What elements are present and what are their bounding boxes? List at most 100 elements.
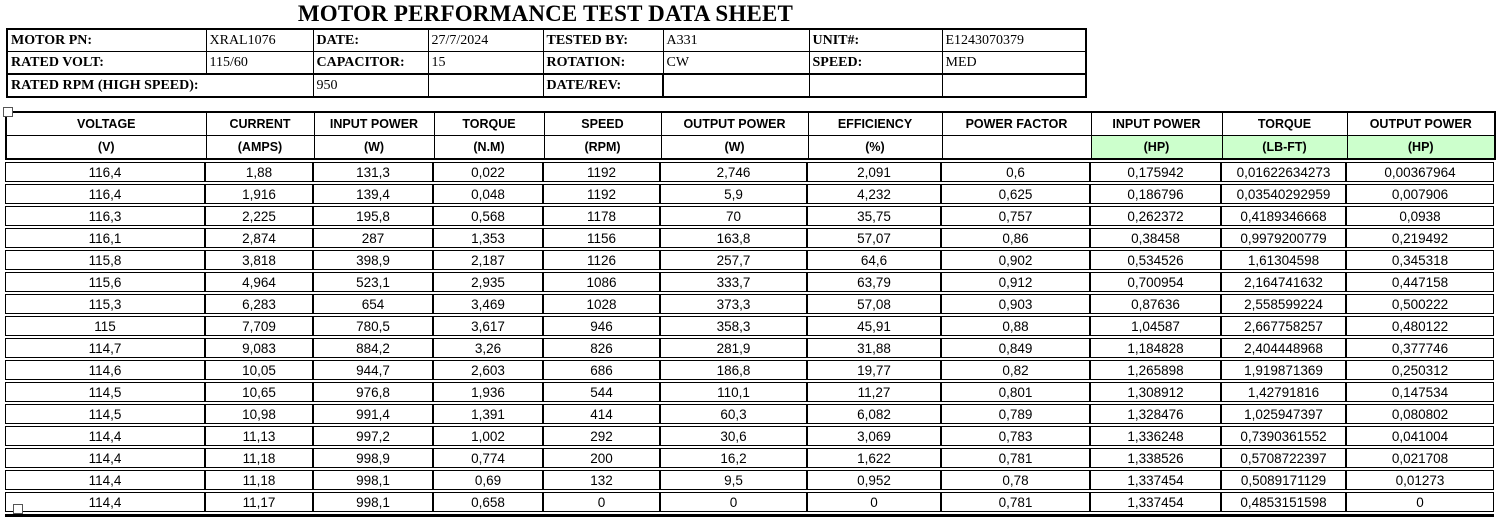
cell[interactable]: 1,025947397 bbox=[1221, 404, 1346, 424]
cell[interactable]: 114,6 bbox=[5, 360, 205, 380]
cell[interactable]: 3,26 bbox=[433, 338, 543, 358]
column-unit-cell[interactable]: (RPM) bbox=[543, 135, 662, 160]
cell[interactable]: 1,04587 bbox=[1090, 316, 1221, 336]
column-header-cell[interactable]: INPUT POWER bbox=[313, 111, 435, 136]
cell[interactable]: 0,82 bbox=[941, 360, 1090, 380]
cell[interactable]: 0,912 bbox=[941, 272, 1090, 292]
cell[interactable]: 3,069 bbox=[807, 426, 941, 446]
cell[interactable]: 1192 bbox=[543, 162, 660, 182]
cell[interactable]: 0 bbox=[660, 492, 807, 512]
cell[interactable]: 0,9979200779 bbox=[1221, 228, 1346, 248]
cell[interactable]: 0,86 bbox=[941, 228, 1090, 248]
cell[interactable]: 0,500222 bbox=[1346, 294, 1494, 314]
cell[interactable]: 1,002 bbox=[433, 426, 543, 446]
column-header-cell[interactable]: CURRENT bbox=[205, 111, 315, 136]
column-header-cell[interactable]: SPEED bbox=[543, 111, 662, 136]
cell[interactable]: 0,080802 bbox=[1346, 404, 1494, 424]
cell[interactable]: 2,404448968 bbox=[1221, 338, 1346, 358]
cell[interactable]: 1086 bbox=[543, 272, 660, 292]
cell[interactable]: 0,048 bbox=[433, 184, 543, 204]
cell[interactable]: 0,783 bbox=[941, 426, 1090, 446]
info-value-cell[interactable] bbox=[662, 73, 810, 98]
cell[interactable]: 115,3 bbox=[5, 294, 205, 314]
column-unit-cell[interactable]: (%) bbox=[807, 135, 943, 160]
cell[interactable]: 0,69 bbox=[433, 470, 543, 490]
cell[interactable]: 0,147534 bbox=[1346, 382, 1494, 402]
cell[interactable]: 0,262372 bbox=[1090, 206, 1221, 226]
cell[interactable]: 0,38458 bbox=[1090, 228, 1221, 248]
cell[interactable]: 976,8 bbox=[313, 382, 433, 402]
info-value-cell[interactable]: XRAL1076 bbox=[205, 28, 314, 52]
column-header-cell[interactable]: OUTPUT POWER bbox=[660, 111, 809, 136]
cell[interactable]: 0,952 bbox=[807, 470, 941, 490]
info-label-cell[interactable]: MOTOR PN: bbox=[6, 28, 207, 52]
cell[interactable]: 946 bbox=[543, 316, 660, 336]
cell[interactable]: 1126 bbox=[543, 250, 660, 270]
cell[interactable]: 163,8 bbox=[660, 228, 807, 248]
cell[interactable]: 10,05 bbox=[205, 360, 313, 380]
cell[interactable]: 116,4 bbox=[5, 162, 205, 182]
cell[interactable]: 0,781 bbox=[941, 492, 1090, 512]
cell[interactable]: 6,082 bbox=[807, 404, 941, 424]
info-label-cell[interactable]: CAPACITOR: bbox=[312, 51, 429, 75]
selection-handle-top-left[interactable] bbox=[3, 107, 13, 117]
cell[interactable]: 114,5 bbox=[5, 404, 205, 424]
cell[interactable]: 0,625 bbox=[941, 184, 1090, 204]
cell[interactable]: 114,4 bbox=[5, 448, 205, 468]
cell[interactable]: 414 bbox=[543, 404, 660, 424]
cell[interactable]: 358,3 bbox=[660, 316, 807, 336]
cell[interactable]: 9,083 bbox=[205, 338, 313, 358]
cell[interactable]: 10,98 bbox=[205, 404, 313, 424]
info-label-cell[interactable]: TESTED BY: bbox=[542, 28, 664, 52]
cell[interactable]: 3,617 bbox=[433, 316, 543, 336]
cell[interactable]: 544 bbox=[543, 382, 660, 402]
cell[interactable]: 998,1 bbox=[313, 470, 433, 490]
info-value-cell[interactable] bbox=[427, 73, 544, 98]
cell[interactable]: 0,789 bbox=[941, 404, 1090, 424]
cell[interactable]: 0,175942 bbox=[1090, 162, 1221, 182]
info-value-cell[interactable]: CW bbox=[662, 51, 810, 75]
cell[interactable]: 11,27 bbox=[807, 382, 941, 402]
column-header-cell[interactable]: OUTPUT POWER bbox=[1346, 111, 1496, 136]
cell[interactable]: 0,447158 bbox=[1346, 272, 1494, 292]
cell[interactable]: 884,2 bbox=[313, 338, 433, 358]
cell[interactable]: 1,184828 bbox=[1090, 338, 1221, 358]
cell[interactable]: 6,283 bbox=[205, 294, 313, 314]
info-label-cell[interactable]: DATE/REV: bbox=[542, 73, 664, 98]
info-label-cell[interactable]: DATE: bbox=[312, 28, 429, 52]
cell[interactable]: 11,13 bbox=[205, 426, 313, 446]
cell[interactable]: 0,377746 bbox=[1346, 338, 1494, 358]
cell[interactable]: 1,42791816 bbox=[1221, 382, 1346, 402]
column-header-cell[interactable]: EFFICIENCY bbox=[807, 111, 943, 136]
cell[interactable]: 1,391 bbox=[433, 404, 543, 424]
cell[interactable]: 186,8 bbox=[660, 360, 807, 380]
cell[interactable]: 1,308912 bbox=[1090, 382, 1221, 402]
cell[interactable]: 0,658 bbox=[433, 492, 543, 512]
cell[interactable]: 0 bbox=[543, 492, 660, 512]
cell[interactable]: 0,6 bbox=[941, 162, 1090, 182]
cell[interactable]: 114,4 bbox=[5, 426, 205, 446]
cell[interactable]: 654 bbox=[313, 294, 433, 314]
cell[interactable]: 116,1 bbox=[5, 228, 205, 248]
cell[interactable]: 0,021708 bbox=[1346, 448, 1494, 468]
info-value-cell[interactable]: MED bbox=[941, 51, 1087, 75]
cell[interactable]: 686 bbox=[543, 360, 660, 380]
cell[interactable]: 998,9 bbox=[313, 448, 433, 468]
column-header-cell[interactable]: TORQUE bbox=[1221, 111, 1348, 136]
cell[interactable]: 0,5708722397 bbox=[1221, 448, 1346, 468]
column-unit-cell[interactable]: (N.M) bbox=[433, 135, 545, 160]
cell[interactable]: 1,919871369 bbox=[1221, 360, 1346, 380]
cell[interactable]: 115,6 bbox=[5, 272, 205, 292]
cell[interactable]: 2,558599224 bbox=[1221, 294, 1346, 314]
cell[interactable]: 0,4189346668 bbox=[1221, 206, 1346, 226]
cell[interactable]: 57,07 bbox=[807, 228, 941, 248]
cell[interactable]: 31,88 bbox=[807, 338, 941, 358]
cell[interactable]: 0,007906 bbox=[1346, 184, 1494, 204]
cell[interactable]: 0,03540292959 bbox=[1221, 184, 1346, 204]
cell[interactable]: 0,041004 bbox=[1346, 426, 1494, 446]
info-label-cell[interactable]: RATED VOLT: bbox=[6, 51, 207, 75]
cell[interactable]: 0,568 bbox=[433, 206, 543, 226]
cell[interactable]: 2,667758257 bbox=[1221, 316, 1346, 336]
cell[interactable]: 10,65 bbox=[205, 382, 313, 402]
cell[interactable]: 45,91 bbox=[807, 316, 941, 336]
